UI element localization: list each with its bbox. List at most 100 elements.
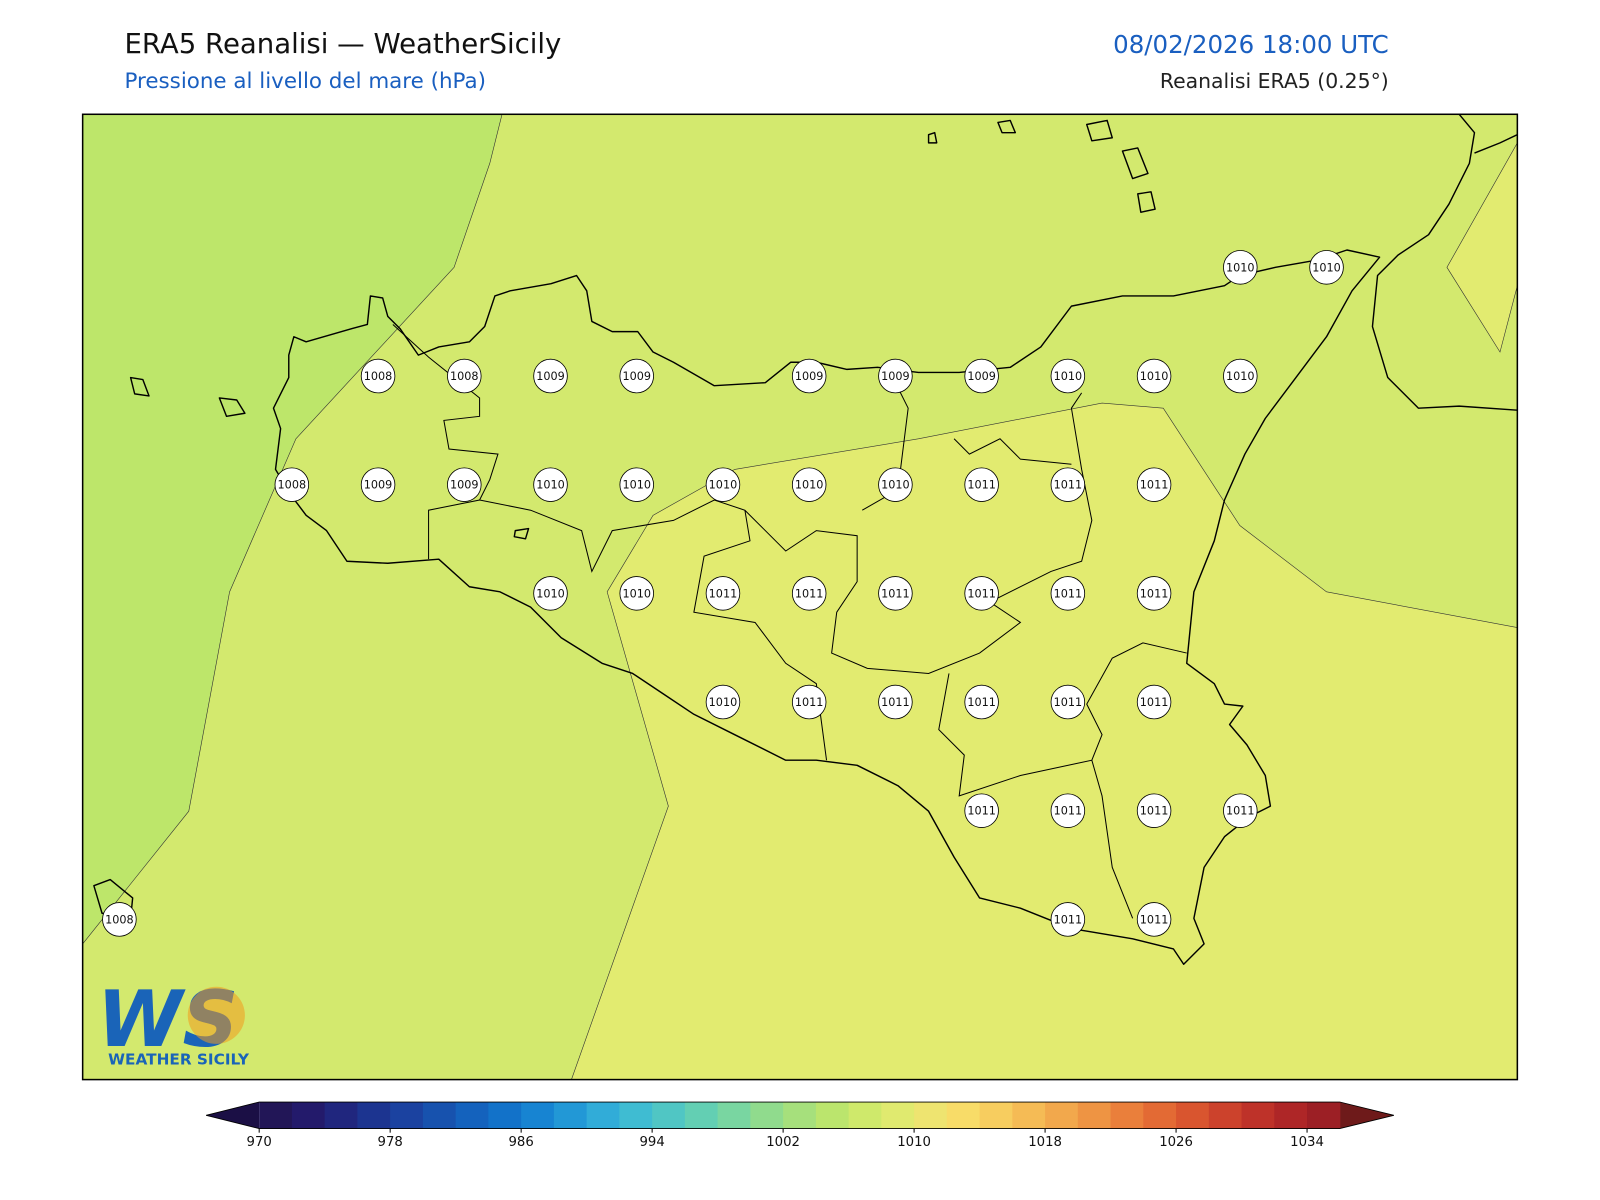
calabria-coast <box>1474 134 1518 154</box>
label-circle <box>964 467 999 502</box>
map: 1010 1010 1008 1008 1009 1009 1009 1009 1009 1010… <box>82 114 1518 1080</box>
pressure-label: 1011 <box>967 805 996 818</box>
colorbar: 970 978 986 994 1002 1010 1018 1026 1034 <box>206 1101 1394 1150</box>
date: 08/02/2026 18:00 UTC <box>1113 30 1389 59</box>
pressure-label: 1010 <box>622 587 651 600</box>
pressure-label: 1011 <box>1054 479 1083 492</box>
pressure-label: 1011 <box>881 696 910 709</box>
pressure-label: 1011 <box>1054 696 1083 709</box>
label-circle <box>964 793 999 828</box>
sicily-coast <box>272 249 1381 965</box>
colorbar-segment <box>357 1102 391 1129</box>
label-circle <box>791 467 827 502</box>
colorbar-segment <box>881 1102 915 1129</box>
label-circle <box>102 902 137 937</box>
pressure-label: 1011 <box>1054 805 1083 818</box>
pressure-label: 1009 <box>622 370 651 383</box>
isobar <box>1446 142 1518 353</box>
pressure-label: 1011 <box>1140 587 1169 600</box>
pressure-label: 1011 <box>967 587 996 600</box>
label-circle <box>964 684 999 720</box>
map-frame <box>81 113 1519 1081</box>
label-circle <box>878 467 913 502</box>
pressure-label: 1011 <box>1226 805 1255 818</box>
label-circle <box>1223 250 1258 285</box>
label-circle <box>964 576 999 611</box>
pressure-label: 1008 <box>364 370 393 383</box>
subtitle: Pressione al livello del mare (hPa) <box>124 69 485 94</box>
isobar <box>82 114 503 945</box>
label-circle <box>619 358 654 394</box>
title: ERA5 Reanalisi — WeatherSicily <box>124 28 561 60</box>
label-circle <box>619 576 654 611</box>
pressure-labels: 1010 1010 1008 1008 1009 1009 1009 1009 1009 1010… <box>102 250 1344 937</box>
colorbar-under <box>206 1102 260 1129</box>
pressure-label: 1009 <box>536 370 565 383</box>
label-circle <box>447 358 482 394</box>
label-circle <box>1050 358 1086 394</box>
colorbar-segment <box>390 1102 424 1129</box>
low-pressure-band <box>82 114 503 944</box>
label-circle <box>533 358 568 394</box>
colorbar-segment <box>914 1102 948 1129</box>
calabria-coast <box>1371 114 1518 411</box>
colorbar-segment <box>1110 1102 1144 1129</box>
colorbar-tick-label: 994 <box>639 1135 664 1150</box>
label-circle <box>791 684 827 720</box>
colorbar-segment <box>291 1102 326 1129</box>
pressure-label: 1011 <box>1054 913 1083 926</box>
label-circle <box>1050 793 1086 828</box>
colorbar-segment <box>684 1102 719 1129</box>
pressure-label: 1010 <box>881 479 910 492</box>
pressure-label: 1009 <box>967 370 996 383</box>
label-circle <box>1050 902 1086 937</box>
pressure-label: 1009 <box>364 479 393 492</box>
pressure-label: 1011 <box>967 479 996 492</box>
label-circle <box>878 684 913 720</box>
colorbar-segment <box>259 1102 293 1129</box>
label-circle <box>1136 467 1172 502</box>
colorbar-over <box>1339 1102 1394 1129</box>
colorbar-tick-label: 978 <box>378 1135 403 1150</box>
logo-caption: WEATHER SICILY <box>108 1050 250 1068</box>
pressure-label: 1009 <box>450 479 479 492</box>
source: Reanalisi ERA5 (0.25°) <box>1160 69 1389 93</box>
label-circle <box>1050 576 1086 611</box>
colorbar-segment <box>815 1102 850 1129</box>
colorbar-segment <box>1241 1102 1275 1129</box>
colorbar-segment <box>848 1102 882 1129</box>
colorbar-tick-label: 986 <box>509 1135 534 1150</box>
pressure-label: 1010 <box>1054 370 1083 383</box>
label-circle <box>360 467 396 502</box>
label-circle <box>1309 250 1344 285</box>
label-circle <box>360 358 396 394</box>
label-circle <box>791 358 827 394</box>
pressure-label: 1010 <box>1226 370 1255 383</box>
label-circle <box>619 467 654 502</box>
high-pressure-zone <box>571 403 1518 1080</box>
province-border <box>392 324 1187 919</box>
pressure-label: 1008 <box>450 370 479 383</box>
colorbar-segment <box>619 1102 653 1129</box>
pressure-label: 1009 <box>881 370 910 383</box>
colorbar-tick-label: 1010 <box>897 1135 931 1150</box>
colorbar-segment <box>1176 1102 1210 1129</box>
high-pressure-zone <box>1446 142 1518 353</box>
label-circle <box>705 576 741 611</box>
label-circle <box>1050 467 1086 502</box>
colorbar-segment <box>1208 1102 1243 1129</box>
pressure-label: 1010 <box>536 479 565 492</box>
pressure-label: 1010 <box>1312 261 1341 274</box>
colorbar-tick-label: 1002 <box>766 1135 800 1150</box>
colorbar-segment <box>455 1102 489 1129</box>
pressure-label: 1010 <box>622 479 651 492</box>
colorbar-segment <box>783 1102 817 1129</box>
pressure-label: 1008 <box>105 913 134 926</box>
pressure-label: 1010 <box>1226 261 1255 274</box>
pressure-label: 1008 <box>278 479 307 492</box>
colorbar-segment <box>553 1102 588 1129</box>
pressure-label: 1010 <box>1140 370 1169 383</box>
colorbar-segment <box>717 1102 751 1129</box>
pressure-label: 1011 <box>1140 913 1169 926</box>
